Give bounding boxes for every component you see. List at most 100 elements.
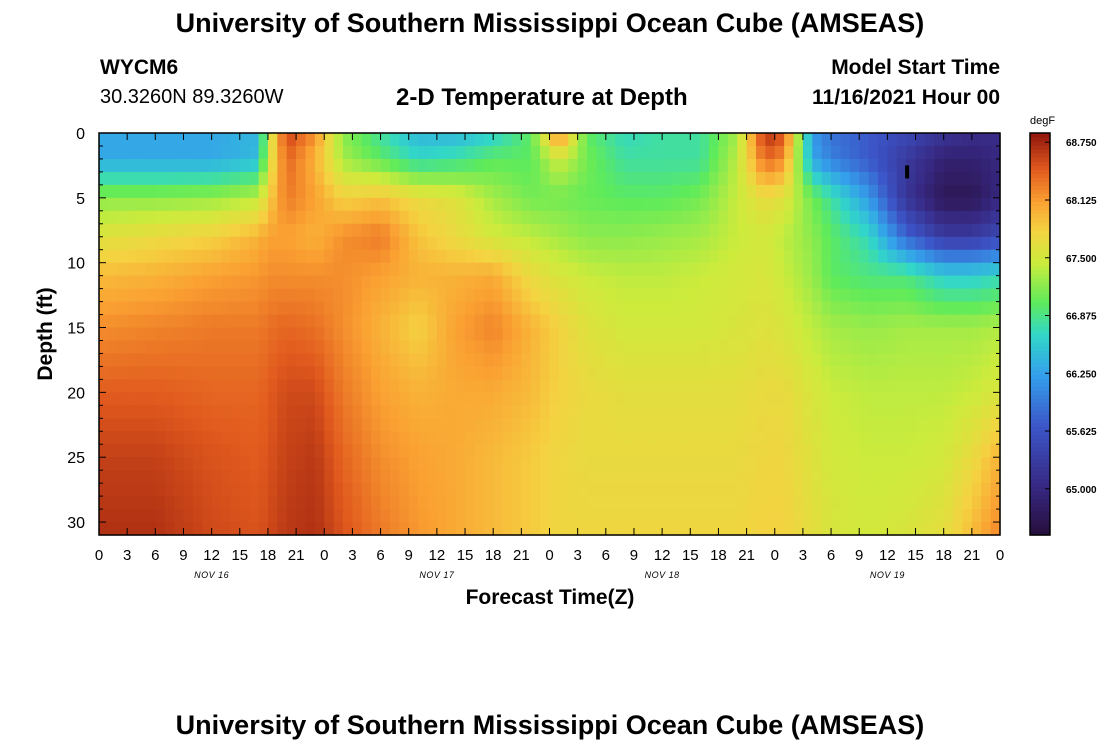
heatmap-cell bbox=[793, 210, 804, 225]
heatmap-cell bbox=[737, 262, 748, 277]
heatmap-cell bbox=[812, 223, 823, 238]
heatmap-cell bbox=[849, 522, 860, 536]
heatmap-cell bbox=[962, 210, 973, 225]
heatmap-cell bbox=[784, 444, 795, 458]
heatmap-cell bbox=[483, 197, 494, 212]
heatmap-cell bbox=[117, 483, 128, 497]
heatmap-cell bbox=[774, 133, 785, 147]
heatmap-cell bbox=[662, 314, 673, 329]
heatmap-cell bbox=[127, 210, 138, 225]
heatmap-cell bbox=[502, 353, 513, 368]
heatmap-cell bbox=[633, 405, 644, 419]
heatmap-cell bbox=[605, 171, 616, 186]
heatmap-cell bbox=[155, 444, 166, 458]
heatmap-cell bbox=[483, 236, 494, 251]
heatmap-cell bbox=[896, 444, 907, 458]
heatmap-cell bbox=[859, 158, 870, 173]
x-tick-label: 12 bbox=[654, 547, 671, 564]
heatmap-cell bbox=[145, 171, 156, 186]
heatmap-cell bbox=[896, 275, 907, 290]
colorbar-band bbox=[1030, 510, 1050, 516]
heatmap-cell bbox=[671, 379, 682, 393]
heatmap-cell bbox=[915, 327, 926, 342]
heatmap-cell bbox=[802, 366, 813, 380]
heatmap-cell bbox=[793, 470, 804, 484]
heatmap-cell bbox=[446, 275, 457, 290]
heatmap-cell bbox=[408, 197, 419, 212]
heatmap-cell bbox=[99, 223, 109, 238]
heatmap-cell bbox=[127, 418, 138, 432]
heatmap-cell bbox=[230, 522, 241, 536]
heatmap-cell bbox=[192, 366, 203, 380]
heatmap-cell bbox=[418, 210, 429, 225]
heatmap-cell bbox=[211, 483, 222, 497]
heatmap-cell bbox=[446, 327, 457, 342]
heatmap-cell bbox=[624, 483, 635, 497]
heatmap-cell bbox=[408, 158, 419, 173]
heatmap-cell bbox=[596, 405, 607, 419]
heatmap-cell bbox=[267, 522, 278, 536]
heatmap-cell bbox=[915, 457, 926, 471]
heatmap-cell bbox=[934, 275, 945, 290]
plot-title: 2-D Temperature at Depth bbox=[396, 84, 688, 111]
heatmap-cell bbox=[258, 288, 269, 303]
heatmap-cell bbox=[174, 171, 185, 186]
heatmap-cell bbox=[286, 470, 297, 484]
heatmap-cell bbox=[286, 392, 297, 406]
heatmap-cell bbox=[183, 431, 194, 445]
heatmap-cell bbox=[755, 418, 766, 432]
heatmap-cell bbox=[249, 353, 260, 368]
heatmap-cell bbox=[671, 457, 682, 471]
heatmap-cell bbox=[202, 262, 213, 277]
heatmap-cell bbox=[249, 171, 260, 186]
heatmap-cell bbox=[145, 509, 156, 523]
heatmap-cell bbox=[981, 496, 992, 510]
heatmap-cell bbox=[924, 431, 935, 445]
heatmap-cell bbox=[924, 236, 935, 251]
heatmap-cell bbox=[558, 223, 569, 238]
heatmap-cell bbox=[699, 405, 710, 419]
heatmap-cell bbox=[249, 262, 260, 277]
x-day-label: NOV 19 bbox=[870, 570, 905, 580]
heatmap-cell bbox=[399, 184, 410, 199]
heatmap-cell bbox=[568, 353, 579, 368]
heatmap-cell bbox=[549, 470, 560, 484]
heatmap-cell bbox=[540, 522, 551, 536]
heatmap-cell bbox=[174, 327, 185, 342]
heatmap-cell bbox=[840, 496, 851, 510]
heatmap-cell bbox=[840, 509, 851, 523]
y-tick-label: 0 bbox=[76, 126, 85, 143]
heatmap-cell bbox=[239, 483, 250, 497]
heatmap-cell bbox=[840, 249, 851, 264]
heatmap-cell bbox=[690, 301, 701, 316]
heatmap-cell bbox=[915, 133, 926, 147]
heatmap-cell bbox=[981, 509, 992, 523]
heatmap-cell bbox=[333, 418, 344, 432]
heatmap-cell bbox=[877, 223, 888, 238]
heatmap-cell bbox=[962, 262, 973, 277]
heatmap-cell bbox=[436, 353, 447, 368]
heatmap-cell bbox=[352, 444, 363, 458]
heatmap-cell bbox=[277, 392, 288, 406]
heatmap-cell bbox=[174, 262, 185, 277]
heatmap-cell bbox=[943, 249, 954, 264]
heatmap-cell bbox=[671, 236, 682, 251]
heatmap-cell bbox=[145, 379, 156, 393]
colorbar-band bbox=[1030, 289, 1050, 295]
heatmap-cell bbox=[793, 496, 804, 510]
heatmap-cell bbox=[840, 301, 851, 316]
heatmap-cell bbox=[540, 431, 551, 445]
heatmap-cell bbox=[652, 301, 663, 316]
heatmap-cell bbox=[643, 210, 654, 225]
heatmap-cell bbox=[755, 483, 766, 497]
heatmap-cell bbox=[117, 301, 128, 316]
heatmap-cell bbox=[164, 509, 175, 523]
heatmap-cell bbox=[174, 145, 185, 160]
heatmap-cell bbox=[267, 314, 278, 329]
heatmap-cell bbox=[718, 353, 729, 368]
heatmap-cell bbox=[699, 496, 710, 510]
heatmap-cell bbox=[840, 327, 851, 342]
heatmap-cell bbox=[990, 392, 1001, 406]
heatmap-cell bbox=[568, 379, 579, 393]
heatmap-cell bbox=[418, 262, 429, 277]
